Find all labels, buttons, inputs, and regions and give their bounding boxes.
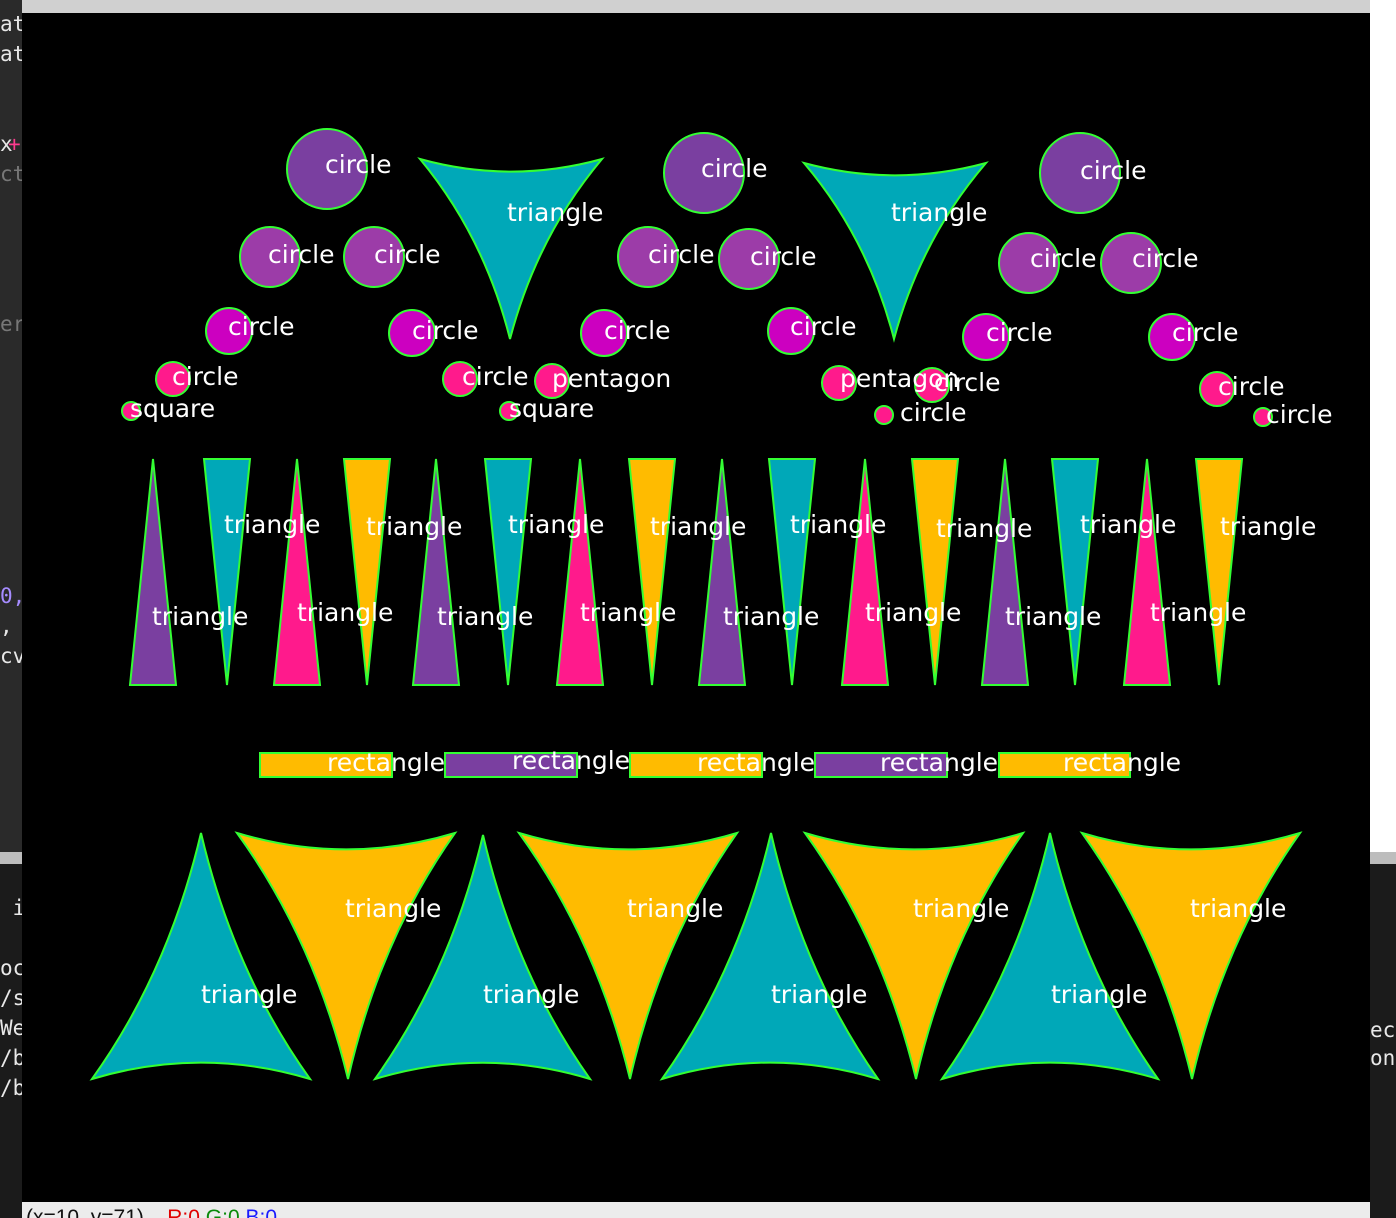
shape-label: circle	[1132, 244, 1199, 273]
shape-label: triangle	[201, 980, 297, 1009]
shape-label: circle	[172, 362, 239, 391]
shape-label: triangle	[790, 510, 886, 539]
editor-text-fragment: at	[0, 42, 22, 66]
spike-triangle-shape	[130, 459, 176, 685]
shape-label: triangle	[483, 980, 579, 1009]
spike-triangle-shape	[629, 459, 675, 685]
shape-label: triangle	[366, 512, 462, 541]
editor-text-fragment: cv	[0, 644, 22, 668]
shape-label: circle	[701, 154, 768, 183]
spike-triangle-shape	[1124, 459, 1170, 685]
editor-text-fragment: ct	[0, 162, 22, 186]
spike-triangle-shape	[842, 459, 888, 685]
shape-label: rectangle	[512, 746, 630, 775]
shape-label: triangle	[771, 980, 867, 1009]
spike-triangle-shape	[274, 459, 320, 685]
shape-label: triangle	[1190, 894, 1286, 923]
shape-label: square	[509, 394, 594, 423]
editor-text-fragment: /b	[0, 1046, 22, 1070]
spike-triangle-shape	[769, 459, 815, 685]
editor-text-fragment: We	[0, 1016, 22, 1040]
shape-label: circle	[462, 362, 529, 391]
shape-label: triangle	[224, 510, 320, 539]
editor-text-fragment: ec	[1370, 1018, 1395, 1042]
shape-label: circle	[1172, 318, 1239, 347]
background-editor-left-edge: at at x+ ct er 0,, cv i oc/s We/b/b	[0, 0, 22, 1218]
shape-label: triangle	[1005, 602, 1101, 631]
editor-text-fragment: ,	[0, 614, 13, 638]
shape-label: triangle	[627, 894, 723, 923]
circle-shape	[875, 406, 893, 424]
shape-label: circle	[228, 312, 295, 341]
editor-text-fragment: /s	[0, 986, 22, 1010]
shape-label: triangle	[865, 598, 961, 627]
editor-text-fragment: i	[0, 896, 22, 920]
shape-label: square	[130, 394, 215, 423]
spike-triangle-shape	[413, 459, 459, 685]
shape-label: circle	[934, 368, 1001, 397]
triangle-shape	[420, 159, 602, 339]
shape-label: triangle	[1080, 510, 1176, 539]
editor-text-fragment: er	[0, 312, 22, 336]
shape-label: triangle	[508, 510, 604, 539]
editor-text-fragment: +	[8, 132, 21, 156]
shape-label: triangle	[1150, 598, 1246, 627]
shape-label: circle	[268, 240, 335, 269]
spike-triangle-shape	[485, 459, 531, 685]
shape-label: triangle	[1220, 512, 1316, 541]
spike-triangle-shape	[1196, 459, 1242, 685]
shape-label: triangle	[152, 602, 248, 631]
spike-triangle-shape	[1052, 459, 1098, 685]
shape-label: triangle	[345, 894, 441, 923]
shape-label: triangle	[936, 514, 1032, 543]
shape-label: circle	[986, 318, 1053, 347]
shape-label: circle	[374, 240, 441, 269]
spike-triangle-shape	[557, 459, 603, 685]
shape-label: triangle	[437, 602, 533, 631]
window-top-bar[interactable]	[22, 0, 1370, 13]
spike-triangle-shape	[344, 459, 390, 685]
editor-text-fragment: oc	[0, 956, 22, 980]
shape-label: triangle	[650, 512, 746, 541]
shape-label: circle	[750, 242, 817, 271]
shape-label: triangle	[913, 894, 1009, 923]
shape-label: circle	[648, 240, 715, 269]
shape-label: circle	[1218, 372, 1285, 401]
shape-label: triangle	[891, 198, 987, 227]
editor-text-fragment: /b	[0, 1076, 22, 1100]
editor-text-fragment: 0,	[0, 584, 22, 608]
shape-label: rectangle	[327, 748, 445, 777]
shape-label: pentagon	[552, 364, 671, 393]
shape-label: circle	[1080, 156, 1147, 185]
status-bar: (x=10, y=71) R:0 G:0 B:0	[22, 1202, 1370, 1218]
spike-triangle-shape	[699, 459, 745, 685]
shape-label: circle	[412, 316, 479, 345]
image-canvas[interactable]: circle triangle circle triangle circle circle…	[22, 13, 1370, 1202]
green-value: G:0	[206, 1206, 240, 1218]
background-editor-right-edge: ec on	[1370, 0, 1396, 1218]
shape-label: circle	[1266, 400, 1333, 429]
shape-label: circle	[604, 316, 671, 345]
shape-label: circle	[325, 150, 392, 179]
shape-label: triangle	[1051, 980, 1147, 1009]
spike-triangle-shape	[912, 459, 958, 685]
spike-triangle-shape	[982, 459, 1028, 685]
shape-label: triangle	[297, 598, 393, 627]
shape-label: triangle	[723, 602, 819, 631]
cursor-coordinates: (x=10, y=71)	[22, 1206, 144, 1218]
shape-label: circle	[900, 398, 967, 427]
shape-label: triangle	[507, 198, 603, 227]
shape-label: triangle	[580, 598, 676, 627]
shape-label: rectangle	[880, 748, 998, 777]
editor-text-fragment: on	[1370, 1046, 1395, 1070]
shape-label: rectangle	[697, 748, 815, 777]
spike-triangle-shape	[204, 459, 250, 685]
blue-value: B:0	[245, 1206, 277, 1218]
shape-label: circle	[1030, 244, 1097, 273]
editor-text-fragment: at	[0, 12, 22, 36]
red-value: R:0	[167, 1206, 200, 1218]
shape-label: circle	[790, 312, 857, 341]
shape-label: rectangle	[1063, 748, 1181, 777]
shape-detection-image: circletrianglecircletrianglecirclecircle…	[22, 13, 1370, 1202]
